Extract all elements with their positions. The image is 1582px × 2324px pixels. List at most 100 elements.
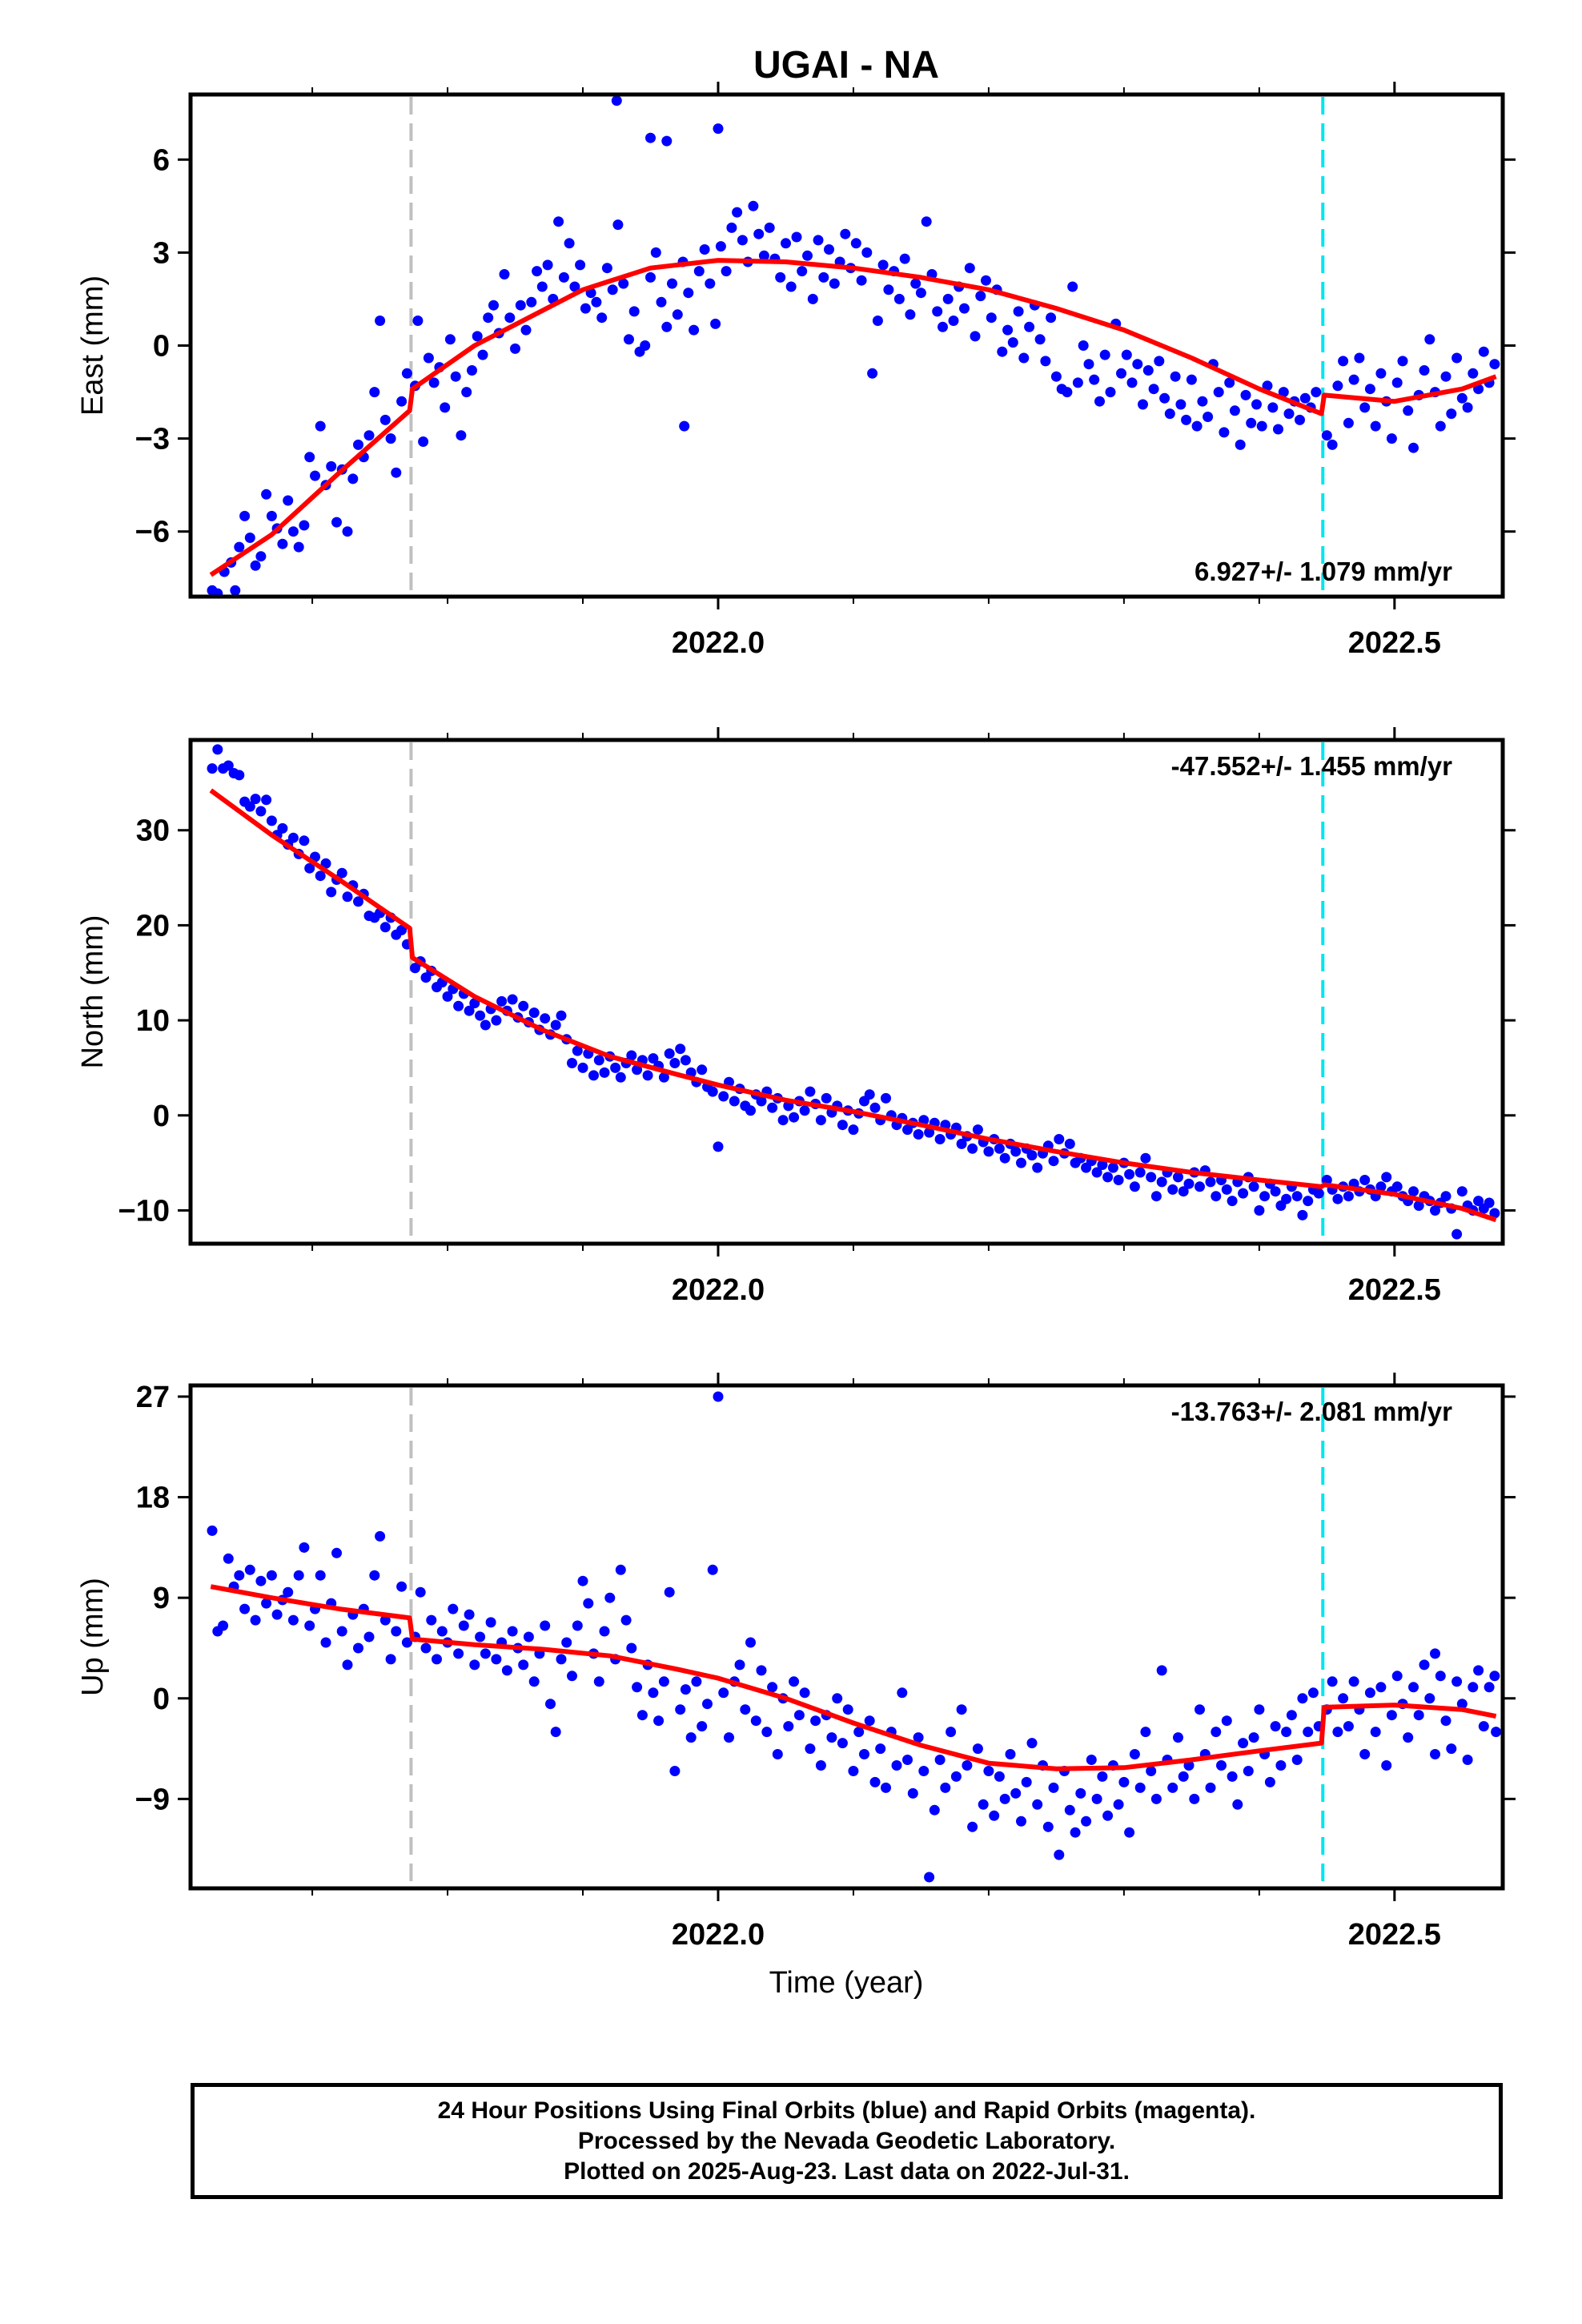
east-data-point [645, 132, 656, 143]
east-data-point [981, 275, 991, 286]
east-data-point [1468, 368, 1479, 379]
up-data-point [1297, 1693, 1308, 1704]
east-data-point [423, 352, 434, 364]
up-data-point [902, 1755, 913, 1765]
up-data-point [881, 1782, 891, 1793]
up-data-point [501, 1665, 512, 1676]
north-data-point [320, 858, 331, 869]
up-data-point [1484, 1682, 1495, 1693]
east-data-point [959, 303, 970, 314]
up-y-tick-label: 27 [136, 1381, 170, 1414]
east-data-point [850, 238, 861, 249]
north-data-point [1254, 1205, 1265, 1216]
north-data-point [1064, 1138, 1075, 1149]
east-data-point [721, 266, 732, 277]
east-data-point [661, 321, 673, 332]
north-data-point [442, 991, 453, 1002]
east-data-point [353, 439, 363, 450]
north-data-point [697, 1064, 708, 1076]
north-data-point [277, 822, 288, 834]
up-data-point [685, 1732, 697, 1743]
north-x-tick-label: 2022.5 [1348, 1273, 1441, 1307]
up-data-point [1054, 1849, 1065, 1860]
east-data-point [785, 281, 797, 292]
east-data-point [1078, 340, 1089, 351]
north-data-point [1430, 1205, 1440, 1216]
east-data-point [1251, 399, 1262, 410]
north-data-point [1140, 1152, 1151, 1164]
east-data-point [645, 271, 656, 283]
north-data-point [1456, 1186, 1468, 1197]
east-data-point [813, 235, 824, 246]
north-data-point [1248, 1181, 1259, 1192]
east-data-point [1007, 337, 1018, 348]
east-data-point [342, 526, 353, 537]
up-data-point [669, 1766, 681, 1776]
up-data-point [1173, 1732, 1183, 1743]
up-data-point [207, 1525, 218, 1536]
up-data-point [702, 1699, 713, 1710]
north-data-point [1167, 1184, 1178, 1195]
east-data-point [1094, 396, 1105, 407]
north-data-point [994, 1143, 1005, 1154]
up-fit-line [210, 1584, 1497, 1771]
up-data-point [518, 1659, 529, 1671]
north-data-point [837, 1120, 848, 1131]
up-data-point [1430, 1749, 1440, 1759]
up-data-point [1205, 1782, 1216, 1793]
up-data-point [837, 1738, 848, 1749]
east-data-point [1126, 377, 1138, 388]
up-points [207, 1391, 1502, 1883]
up-data-point [1005, 1749, 1016, 1759]
north-data-point [342, 891, 353, 903]
up-data-point [469, 1659, 480, 1671]
up-data-point [556, 1654, 567, 1665]
east-data-point [748, 200, 759, 211]
up-data-point [1097, 1771, 1108, 1782]
north-data-point [767, 1102, 778, 1113]
east-data-point [1018, 352, 1030, 364]
east-data-point [244, 533, 255, 543]
east-data-point [277, 538, 288, 549]
up-data-point [913, 1732, 924, 1743]
up-data-point [572, 1620, 583, 1631]
up-data-point [1075, 1787, 1086, 1799]
east-y-tick-label: −3 [135, 423, 170, 456]
east-data-point [1343, 417, 1354, 428]
east-data-point [575, 259, 586, 271]
up-data-point [972, 1743, 983, 1755]
east-data-point [1424, 334, 1435, 345]
up-data-point [653, 1715, 665, 1727]
up-data-point [756, 1665, 767, 1676]
up-data-point [567, 1671, 577, 1682]
north-data-point [1150, 1191, 1162, 1202]
up-data-point [1129, 1749, 1140, 1759]
east-data-point [942, 293, 954, 304]
east-data-point [331, 517, 342, 528]
north-fit-line [209, 788, 1497, 1223]
north-data-point [234, 770, 245, 781]
up-data-point [491, 1654, 502, 1665]
up-data-point [793, 1710, 805, 1721]
north-data-point [1183, 1178, 1195, 1189]
north-data-point [1313, 1188, 1324, 1199]
up-data-point [299, 1542, 310, 1553]
east-x-tick-label: 2022.5 [1348, 626, 1441, 660]
up-y-tick-label: 0 [153, 1683, 170, 1716]
up-data-point [458, 1620, 469, 1631]
east-data-point [230, 585, 241, 596]
up-data-point [1113, 1799, 1124, 1810]
north-data-point [1413, 1200, 1424, 1211]
north-data-point [848, 1124, 859, 1136]
north-data-point [615, 1072, 626, 1083]
east-data-point [1083, 359, 1094, 370]
up-data-point [583, 1598, 594, 1609]
north-rate-label: -47.552+/- 1.455 mm/yr [1171, 751, 1452, 781]
north-data-point [1113, 1175, 1124, 1185]
north-data-point [924, 1127, 935, 1138]
east-data-point [1142, 365, 1154, 376]
north-data-point [1195, 1181, 1205, 1192]
north-data-point [967, 1143, 978, 1154]
north-data-point [379, 922, 391, 933]
north-data-point [881, 1092, 891, 1104]
